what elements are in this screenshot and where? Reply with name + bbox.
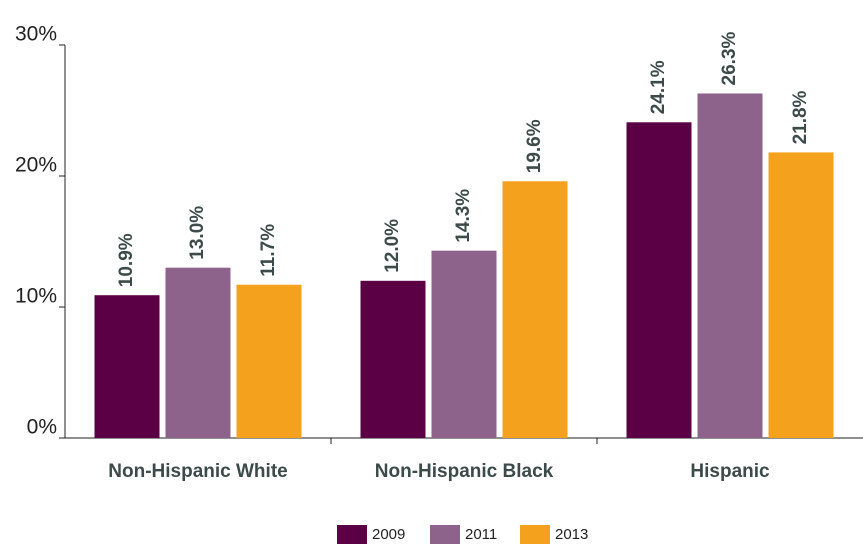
x-tick-label: Non-Hispanic Black bbox=[375, 461, 554, 482]
legend-swatch bbox=[430, 525, 460, 544]
bar bbox=[697, 93, 763, 438]
value-label: 14.3% bbox=[453, 189, 474, 243]
y-tick-label: 30% bbox=[15, 23, 57, 46]
legend-swatch bbox=[337, 525, 367, 544]
bar bbox=[626, 122, 692, 438]
bar bbox=[236, 284, 302, 438]
x-tick-label: Non-Hispanic White bbox=[108, 461, 287, 482]
y-tick-label: 10% bbox=[15, 285, 57, 308]
legend-label: 2011 bbox=[465, 526, 497, 543]
y-tick-label: 0% bbox=[27, 416, 57, 439]
y-tick-label: 20% bbox=[15, 154, 57, 177]
value-label: 21.8% bbox=[790, 90, 811, 144]
value-label: 11.7% bbox=[258, 224, 279, 277]
legend-swatch bbox=[520, 525, 550, 544]
value-label: 26.3% bbox=[719, 31, 740, 85]
x-tick-label: Hispanic bbox=[690, 461, 770, 482]
value-label: 10.9% bbox=[116, 233, 137, 287]
bar bbox=[431, 250, 497, 438]
value-label: 19.6% bbox=[524, 119, 545, 173]
bar bbox=[165, 267, 231, 438]
bar bbox=[502, 181, 568, 439]
legend-label: 2009 bbox=[372, 526, 405, 543]
value-label: 24.1% bbox=[648, 60, 669, 114]
value-label: 13.0% bbox=[187, 206, 208, 260]
bar bbox=[94, 295, 160, 438]
bar bbox=[360, 280, 426, 438]
legend-label: 2013 bbox=[555, 526, 588, 543]
bar bbox=[768, 152, 834, 439]
value-label: 12.0% bbox=[382, 219, 403, 273]
